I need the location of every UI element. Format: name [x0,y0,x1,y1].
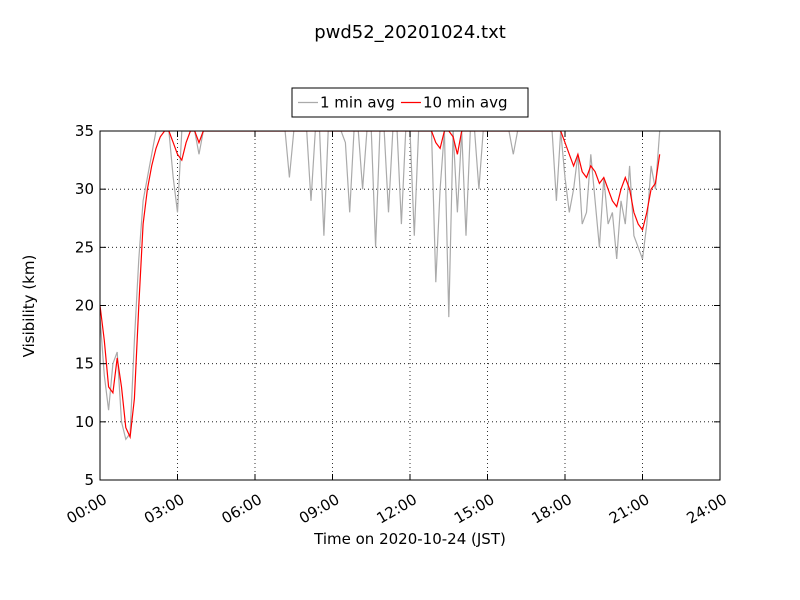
y-tick-label: 25 [75,238,94,256]
legend-label: 1 min avg [320,94,395,112]
y-tick-label: 35 [75,122,94,140]
chart-title: pwd52_20201024.txt [314,22,506,43]
series-line [100,131,661,440]
y-tick-label: 30 [75,180,94,198]
x-axis-label: Time on 2020-10-24 (JST) [313,530,506,548]
y-tick-label: 20 [75,297,94,315]
y-tick-label: 10 [75,413,94,431]
y-tick-label: 15 [75,355,94,373]
legend-label: 10 min avg [423,94,508,112]
y-axis-label: Visibility (km) [20,255,38,358]
plot-lines [100,131,661,441]
series-line [100,131,661,441]
y-tick-label: 5 [84,471,94,489]
legend: 1 min avg 10 min avg [291,87,529,118]
